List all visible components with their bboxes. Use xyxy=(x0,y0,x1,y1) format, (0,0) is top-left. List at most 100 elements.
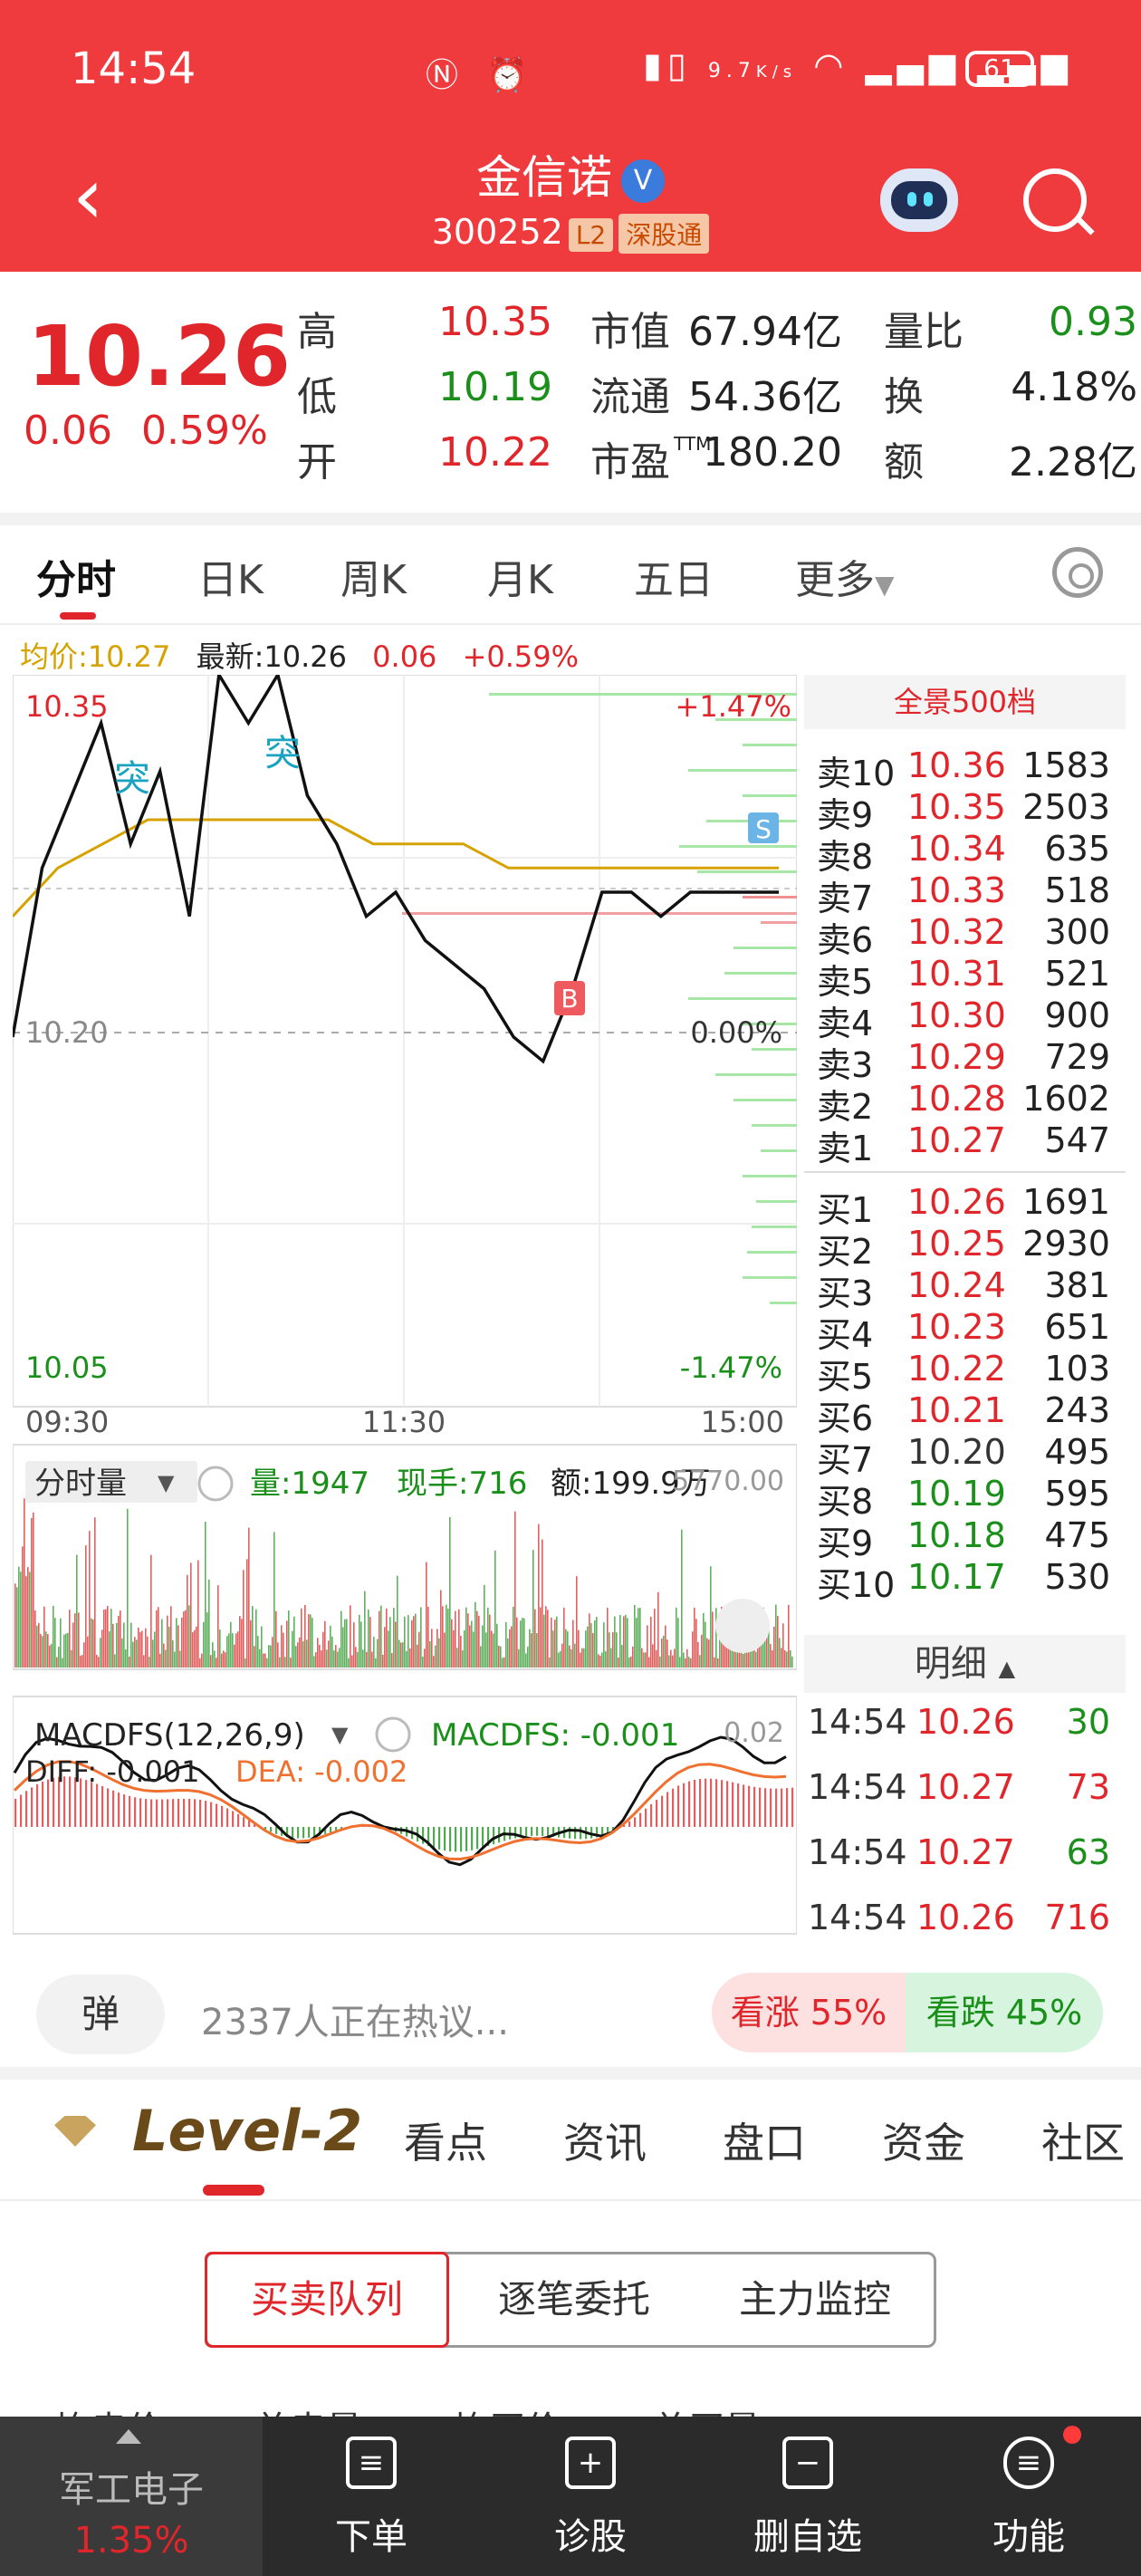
sell-level-row[interactable]: 卖4 10.30 900 xyxy=(817,995,1125,1043)
tab-intraday[interactable]: 分时 xyxy=(36,557,116,603)
volume-bar xyxy=(668,1655,670,1668)
buy-level-row[interactable]: 买3 10.24 381 xyxy=(817,1265,1125,1313)
quote-value: 10.35 xyxy=(438,299,552,345)
tab-community[interactable]: 社区 xyxy=(1041,2119,1125,2167)
sell-level-row[interactable]: 卖3 10.29 729 xyxy=(817,1037,1125,1085)
help-icon[interactable] xyxy=(197,1466,234,1502)
tab-capital[interactable]: 资金 xyxy=(882,2119,965,2167)
robot-assistant-icon[interactable] xyxy=(880,168,958,232)
bullish-vote-button[interactable]: 看涨 55% xyxy=(712,1973,906,2052)
diff-value: DIFF: -0.001 xyxy=(25,1754,200,1789)
macd-bar xyxy=(764,1788,767,1827)
divider xyxy=(0,2067,1141,2080)
seg-orders[interactable]: 逐笔委托 xyxy=(497,2277,650,2321)
buy-level-row[interactable]: 买7 10.20 495 xyxy=(817,1432,1125,1480)
time-label-open: 09:30 xyxy=(25,1405,109,1439)
sell-level-row[interactable]: 卖5 10.31 521 xyxy=(817,954,1125,1002)
buy-level-row[interactable]: 买10 10.17 530 xyxy=(817,1557,1125,1605)
volume-bar xyxy=(149,1657,150,1668)
macd-help-icon[interactable] xyxy=(375,1716,411,1753)
macd-bar xyxy=(699,1779,702,1827)
sector-ticker[interactable]: 军工电子 1.35% xyxy=(0,2417,263,2576)
back-arrow-icon[interactable]: ‹ xyxy=(72,151,104,242)
macd-bar xyxy=(69,1776,72,1827)
volume-bar xyxy=(181,1617,183,1668)
macd-bar xyxy=(129,1795,131,1827)
volume-bar xyxy=(614,1616,616,1668)
seg-monitor[interactable]: 主力监控 xyxy=(738,2277,891,2321)
remove-watchlist-button[interactable]: − 删自选 xyxy=(717,2417,898,2576)
sell-level-row[interactable]: 卖9 10.35 2503 xyxy=(817,787,1125,835)
tab-more[interactable]: 更多▼ xyxy=(795,547,895,605)
volume-bar xyxy=(525,1653,527,1668)
tab-news[interactable]: 资讯 xyxy=(563,2119,647,2167)
buy-level-row[interactable]: 买2 10.25 2930 xyxy=(817,1224,1125,1272)
volume-bar xyxy=(112,1623,114,1668)
order-book-title[interactable]: 全景500档 xyxy=(804,675,1126,729)
buy-level-row[interactable]: 买6 10.21 243 xyxy=(817,1390,1125,1438)
volume-bar xyxy=(138,1627,139,1668)
latest-change: 0.06 xyxy=(372,639,437,674)
volume-bar xyxy=(177,1625,179,1668)
sell-level-row[interactable]: 卖1 10.27 547 xyxy=(817,1120,1125,1168)
volume-bar xyxy=(308,1614,310,1668)
tab-weekly-k[interactable]: 周K xyxy=(340,557,407,603)
buy-level-row[interactable]: 买9 10.18 475 xyxy=(817,1515,1125,1563)
latest-pct: +0.59% xyxy=(462,639,580,674)
intraday-chart[interactable]: 10.35 +1.47% 10.20 0.00% 10.05 -1.47% 突 … xyxy=(13,675,797,1943)
detail-header[interactable]: 明细 ▲ xyxy=(804,1635,1126,1693)
tab-level2[interactable]: Level-2 xyxy=(132,2098,363,2164)
sell-level-row[interactable]: 卖10 10.36 1583 xyxy=(817,745,1125,793)
volume-bar xyxy=(681,1529,683,1668)
tab-monthly-k[interactable]: 月K xyxy=(487,557,553,603)
volume-bar xyxy=(272,1637,273,1668)
expand-icon[interactable] xyxy=(715,1599,770,1653)
volume-bar xyxy=(76,1554,78,1668)
sell-level-row[interactable]: 卖7 10.33 518 xyxy=(817,870,1125,918)
settings-hexagon-icon[interactable] xyxy=(1052,547,1103,598)
volume-bar xyxy=(228,1633,230,1668)
volume-bar xyxy=(424,1648,426,1668)
tab-daily-k[interactable]: 日K xyxy=(197,557,264,603)
level-volume: 530 xyxy=(1044,1557,1110,1597)
tab-highlights[interactable]: 看点 xyxy=(404,2119,487,2167)
volume-bar xyxy=(491,1630,493,1668)
volume-bar xyxy=(277,1642,279,1668)
functions-button[interactable]: ≡ 功能 xyxy=(938,2417,1119,2576)
buy-level-row[interactable]: 买1 10.26 1691 xyxy=(817,1182,1125,1230)
volume-bar xyxy=(324,1620,326,1668)
macd-bar xyxy=(628,1821,631,1827)
danmaku-button[interactable]: 弹 xyxy=(36,1975,165,2054)
volume-bar xyxy=(549,1657,551,1668)
buy-level-row[interactable]: 买4 10.23 651 xyxy=(817,1307,1125,1355)
volume-bar xyxy=(476,1610,478,1668)
tab-five-day[interactable]: 五日 xyxy=(634,557,714,603)
volume-bar xyxy=(601,1652,603,1668)
macd-title[interactable]: MACDFS(12,26,9) xyxy=(34,1717,305,1754)
diagnose-button[interactable]: + 诊股 xyxy=(500,2417,681,2576)
diamond-icon xyxy=(54,2116,96,2147)
volume-bar xyxy=(560,1650,561,1668)
sell-level-row[interactable]: 卖8 10.34 635 xyxy=(817,829,1125,877)
order-button[interactable]: ≡ 下单 xyxy=(281,2417,462,2576)
volume-bar xyxy=(565,1629,567,1668)
search-icon[interactable] xyxy=(1023,168,1087,232)
buy-level-row[interactable]: 买8 10.19 595 xyxy=(817,1474,1125,1522)
seg-queue[interactable]: 买卖队列 xyxy=(205,2252,449,2348)
verified-icon: V xyxy=(621,159,665,203)
chart-tabs: 分时 日K 周K 月K 五日 更多▼ xyxy=(0,525,1141,625)
volume-bar xyxy=(163,1643,165,1668)
volume-bar xyxy=(174,1651,176,1668)
bearish-vote-button[interactable]: 看跌 45% xyxy=(906,1973,1103,2052)
sell-level-row[interactable]: 卖6 10.32 300 xyxy=(817,912,1125,960)
discussion-text[interactable]: 2337人正在热议... xyxy=(201,2002,509,2043)
volume-title[interactable]: 分时量 xyxy=(34,1466,127,1502)
tab-orderbook[interactable]: 盘口 xyxy=(723,2119,806,2167)
buy-level-row[interactable]: 买5 10.22 103 xyxy=(817,1349,1125,1397)
sell-level-row[interactable]: 卖2 10.28 1602 xyxy=(817,1079,1125,1127)
volume-bar xyxy=(185,1610,187,1668)
volume-bar xyxy=(739,1649,741,1668)
volume-bar xyxy=(446,1604,447,1668)
volume-bar xyxy=(676,1607,677,1668)
volume-bar xyxy=(473,1631,475,1668)
